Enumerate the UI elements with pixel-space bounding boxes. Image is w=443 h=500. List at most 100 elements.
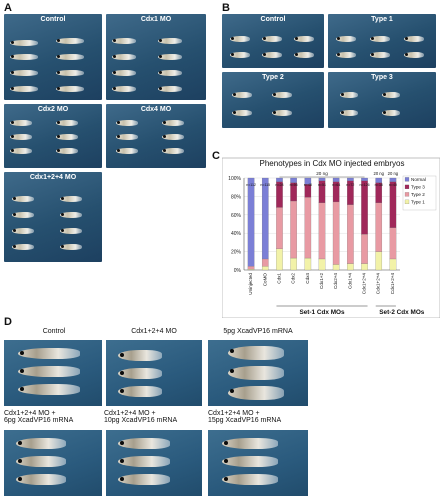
tadpole [228, 346, 284, 360]
embryo [158, 70, 182, 76]
panel-label-c: C [212, 150, 220, 162]
bar-segment [361, 263, 368, 271]
embryo [162, 134, 184, 140]
embryo [162, 148, 184, 154]
embryo [272, 92, 292, 98]
group-label: Set-2 Cdx MOs [379, 309, 425, 316]
embryo [56, 120, 78, 126]
photo-a-cdx124: Cdx1+2+4 MO [4, 172, 102, 262]
n-label: n=51 [318, 183, 326, 187]
bar-segment [332, 201, 340, 265]
photo-a-control: Control [4, 14, 102, 100]
bar-segment [318, 258, 326, 271]
tadpole [16, 474, 66, 485]
phenotype-stacked-bar-chart: Phenotypes in Cdx MO injected embryos 0%… [222, 157, 440, 318]
photo-caption: Type 1 [371, 16, 393, 23]
tadpole [16, 438, 66, 449]
photo-d-10pg [106, 430, 202, 496]
embryo [404, 36, 424, 42]
embryo [232, 110, 252, 116]
x-tick-label: Cdx2 [291, 273, 296, 284]
bar-segment [361, 234, 368, 264]
embryo [56, 38, 84, 44]
photo-d-15pg [208, 430, 308, 496]
embryo [56, 70, 84, 76]
photo-caption: Type 2 [262, 74, 284, 81]
embryo [10, 70, 38, 76]
embryo [12, 212, 34, 218]
photo-caption: Cdx1+2+4 MO [29, 174, 77, 181]
photo-caption: Control [42, 328, 66, 335]
legend-swatch [404, 184, 410, 190]
photo-b-type1: Type 1 [328, 14, 436, 68]
legend-swatch [404, 192, 410, 197]
embryo [404, 52, 424, 58]
y-tick-label: 20% [231, 250, 242, 256]
embryo [340, 92, 358, 98]
embryo [56, 148, 78, 154]
n-label: n=64 [332, 183, 340, 187]
bar-segment [304, 197, 312, 259]
bar-segment [247, 177, 255, 267]
bar-segment [361, 177, 368, 181]
embryo [10, 54, 38, 60]
embryo [158, 86, 182, 92]
embryo [116, 148, 138, 154]
embryo [112, 38, 136, 44]
embryo [56, 86, 84, 92]
chart-title: Phenotypes in Cdx MO injected embryos [260, 159, 405, 168]
photo-a-cdx1: Cdx1 MO [106, 14, 206, 100]
embryo [158, 38, 182, 44]
tadpole [118, 474, 170, 485]
photo-caption: 5pg XcadVP16 mRNA [223, 328, 293, 335]
tadpole [222, 474, 278, 485]
embryo [12, 244, 34, 250]
bar-segment [375, 251, 383, 271]
embryo [262, 36, 282, 42]
n-label: n=40 [389, 183, 397, 187]
embryo [12, 196, 34, 202]
legend-entry: Type 2 [411, 192, 425, 197]
embryo [116, 120, 138, 126]
embryo [10, 86, 38, 92]
bar-segment [375, 202, 383, 252]
bar-segment [389, 258, 397, 271]
embryo [294, 36, 314, 42]
x-tick-label: Cdx1+4 [347, 273, 352, 289]
panel-label-d: D [4, 316, 12, 328]
bar-segment [347, 177, 354, 181]
dose-label: 20 ng [373, 171, 384, 176]
embryo [112, 54, 136, 60]
y-tick-label: 100% [228, 176, 241, 182]
y-tick-label: 80% [231, 194, 242, 200]
tadpole [16, 456, 66, 467]
embryo [230, 36, 250, 42]
embryo [158, 54, 182, 60]
tadpole [222, 438, 278, 449]
tadpole [228, 366, 284, 380]
embryo [10, 40, 38, 46]
bar-segment [247, 268, 255, 271]
x-tick-label: Cdx2+4 [333, 273, 338, 289]
legend-swatch [404, 177, 410, 182]
bar-segment [347, 204, 354, 264]
legend-entry: Normal [411, 177, 426, 182]
embryo [56, 134, 78, 140]
n-label: n=28 [275, 183, 283, 187]
bar-segment [276, 207, 283, 249]
photo-a-cdx4: Cdx4 MO [106, 104, 206, 168]
bar-segment [332, 177, 340, 182]
photo-d-6pg [4, 430, 102, 496]
bar-segment [304, 257, 312, 271]
bar-segment [347, 263, 354, 271]
x-tick-label: Cdx1+2 [319, 273, 324, 289]
bar-segment [290, 177, 297, 183]
embryo [60, 212, 82, 218]
legend-swatch [404, 199, 410, 205]
tadpole [118, 438, 170, 449]
bar-segment [276, 248, 283, 271]
group-label: Set-1 Cdx MOs [299, 309, 345, 316]
bar-segment [276, 177, 283, 182]
bar-segment [261, 266, 269, 271]
bar-segment [332, 264, 340, 271]
